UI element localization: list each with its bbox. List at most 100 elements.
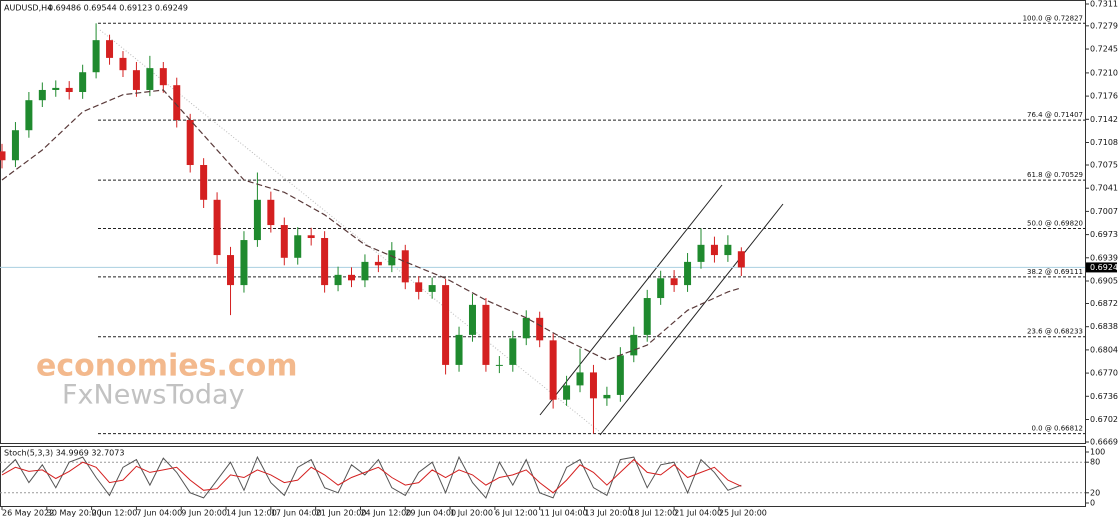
watermark: FxNewsToday: [62, 380, 245, 411]
candle-body: [146, 68, 154, 90]
candle-body: [132, 70, 140, 90]
candle-body: [38, 89, 46, 101]
candle-body: [52, 87, 60, 90]
channel-line: [599, 203, 784, 436]
candle-body: [321, 238, 329, 286]
candle-body: [589, 372, 597, 399]
x-tick-label: 9 Jun 20:00: [181, 509, 227, 518]
candle-body: [388, 250, 396, 266]
stoch-signal: [1, 458, 742, 494]
fibo-label: 0.0 @ 0.66812: [1031, 425, 1083, 433]
candle-body: [240, 240, 248, 286]
candle-body: [495, 364, 503, 366]
candle-body: [347, 274, 355, 281]
candle-body: [280, 225, 288, 258]
fibo-diagonal: [99, 29, 601, 433]
candle-body: [253, 199, 261, 241]
candle-body: [522, 317, 530, 339]
candle-body: [697, 244, 705, 262]
stoch-tick-label: 0: [1090, 499, 1095, 508]
x-tick-label: 18 Jul 12:00: [629, 509, 677, 518]
candle-body: [468, 304, 476, 335]
main-panel: [0, 0, 1086, 444]
stoch-tick-label: 100: [1090, 448, 1105, 457]
current-price-label: 0.69249: [1090, 263, 1118, 272]
candle-body: [710, 244, 718, 256]
candle-body: [737, 251, 745, 268]
x-tick-label: 17 Jun 04:00: [271, 509, 322, 518]
x-tick-label: 2 Jun 12:00: [92, 509, 138, 518]
channel-line: [539, 184, 723, 416]
candle-body: [415, 282, 423, 292]
candle-body: [159, 68, 167, 86]
candle-body: [11, 130, 19, 161]
candle-body: [401, 250, 409, 283]
candle-body: [307, 235, 315, 239]
stoch-tick-label: 20: [1090, 488, 1100, 497]
x-tick-label: 21 Jul 04:00: [674, 509, 722, 518]
candle-body: [173, 85, 181, 120]
candle-body: [576, 372, 584, 386]
stoch-title: Stoch(5,3,3) 34.9969 32.7073: [4, 449, 124, 458]
candle-body: [374, 261, 382, 266]
x-tick-label: 14 Jun 12:00: [226, 509, 277, 518]
candle-body: [670, 278, 678, 286]
candle-body: [0, 151, 6, 161]
candle-body: [657, 278, 665, 299]
candle-body: [455, 334, 463, 365]
candle-body: [549, 340, 557, 400]
candle-body: [65, 87, 73, 93]
candle-body: [334, 274, 342, 286]
x-tick-label: 7 Jun 04:00: [136, 509, 182, 518]
fibo-label: 76.4 @ 0.71407: [1027, 111, 1083, 119]
stoch-panel: [0, 446, 1086, 507]
candle-body: [442, 285, 450, 365]
fibo-label: 61.8 @ 0.70529: [1027, 171, 1083, 179]
candle-body: [603, 394, 611, 399]
fibo-label: 38.2 @ 0.69111: [1027, 268, 1083, 276]
x-tick-label: 24 Jun 12:00: [360, 509, 411, 518]
x-tick-label: 29 Jun 04:00: [405, 509, 456, 518]
moving-average: [1, 89, 742, 361]
x-tick-label: 26 May 2022: [2, 509, 54, 518]
stoch-main: [1, 455, 742, 499]
candle-body: [509, 338, 517, 365]
candle-body: [482, 304, 490, 365]
candle-body: [25, 100, 33, 131]
candle-body: [616, 355, 624, 395]
candle-body: [630, 334, 638, 356]
x-tick-label: 11 Jul 04:00: [540, 509, 588, 518]
watermark: economies.com: [36, 349, 298, 384]
candle-body: [428, 285, 436, 292]
candle-body: [684, 261, 692, 286]
candle-body: [79, 72, 87, 93]
x-tick-label: 25 Jul 20:00: [719, 509, 767, 518]
fibo-label: 100.0 @ 0.72827: [1023, 14, 1083, 22]
x-tick-label: 1 Jul 20:00: [450, 509, 493, 518]
stoch-tick-label: 80: [1090, 458, 1100, 467]
candle-body: [643, 298, 651, 335]
candle-body: [361, 261, 369, 281]
x-tick-label: 6 Jul 12:00: [495, 509, 538, 518]
candle-body: [267, 199, 275, 226]
candle-body: [563, 385, 571, 400]
candle-body: [724, 244, 732, 256]
